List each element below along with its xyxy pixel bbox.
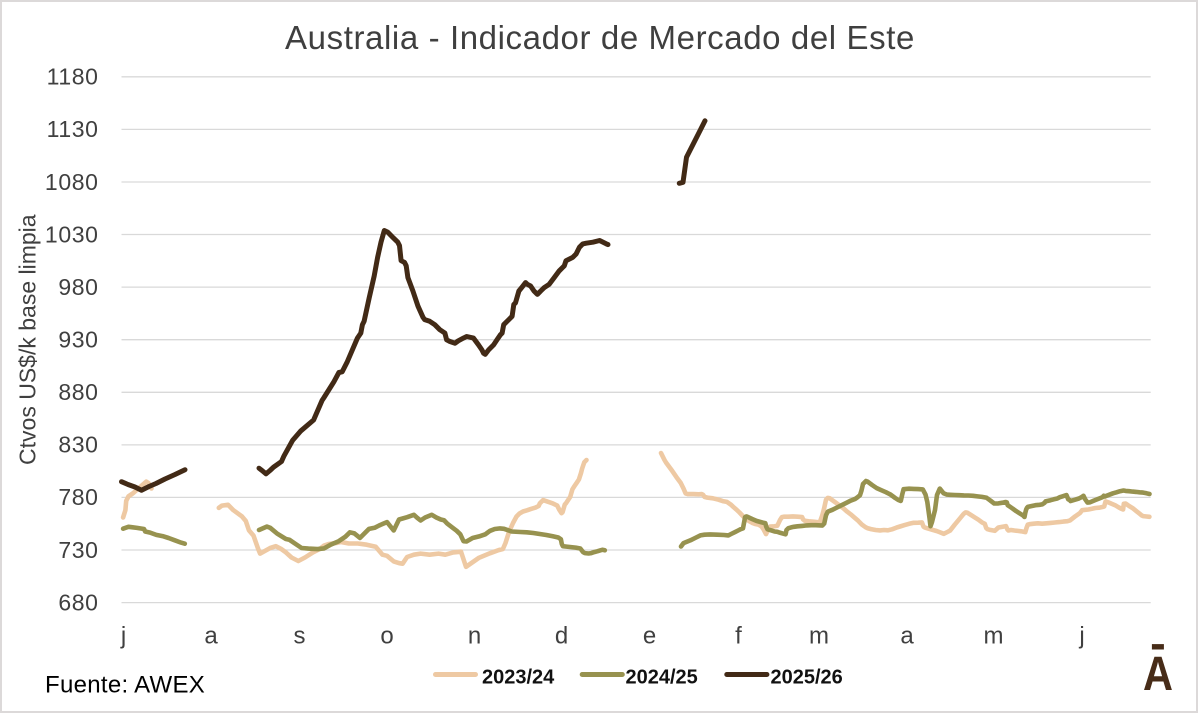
svg-text:a: a (204, 623, 218, 650)
svg-text:1030: 1030 (45, 221, 99, 247)
svg-text:880: 880 (58, 379, 98, 405)
svg-text:780: 780 (58, 484, 98, 510)
svg-text:A: A (1143, 648, 1173, 701)
svg-text:s: s (294, 623, 306, 650)
svg-text:Ctvos US$/k base limpia: Ctvos US$/k base limpia (15, 214, 41, 465)
svg-text:980: 980 (58, 274, 98, 300)
svg-text:1130: 1130 (47, 116, 99, 142)
svg-text:830: 830 (58, 432, 98, 458)
svg-text:2024/25: 2024/25 (626, 667, 698, 689)
svg-text:j: j (120, 623, 126, 650)
svg-text:a: a (900, 623, 914, 650)
svg-text:Fuente: AWEX: Fuente: AWEX (45, 672, 205, 699)
svg-text:m: m (984, 623, 1004, 650)
svg-text:Australia - Indicador de Merca: Australia - Indicador de Mercado del Est… (285, 19, 915, 56)
svg-text:1180: 1180 (47, 64, 99, 90)
svg-text:2023/24: 2023/24 (482, 667, 555, 689)
svg-text:o: o (380, 623, 393, 650)
svg-text:m: m (809, 623, 829, 650)
svg-text:2025/26: 2025/26 (771, 667, 843, 689)
svg-text:680: 680 (58, 589, 98, 615)
svg-text:d: d (555, 623, 568, 650)
svg-text:930: 930 (58, 327, 98, 353)
svg-text:730: 730 (58, 537, 98, 563)
svg-text:n: n (468, 623, 481, 650)
svg-text:1080: 1080 (45, 169, 99, 195)
svg-text:j: j (1078, 623, 1084, 650)
svg-text:f: f (735, 623, 742, 650)
svg-text:e: e (643, 623, 656, 650)
